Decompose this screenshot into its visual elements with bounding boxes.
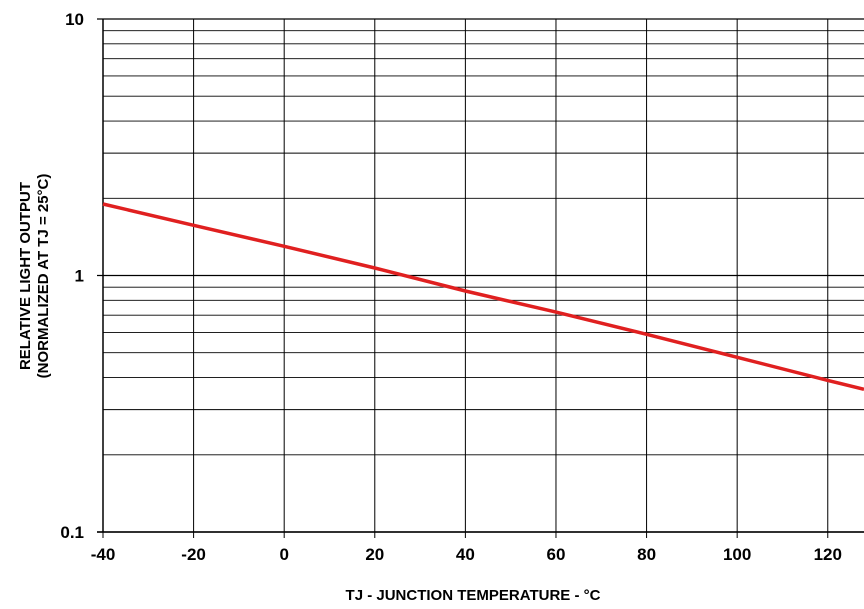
y-tick-label: 1 xyxy=(75,267,84,286)
grid xyxy=(97,18,864,538)
y-tick-label: 10 xyxy=(65,10,84,29)
x-tick-label: 80 xyxy=(637,545,656,564)
x-tick-label: -40 xyxy=(91,545,116,564)
x-tick-label: 120 xyxy=(814,545,842,564)
x-tick-labels: -40 -20 0 20 40 60 80 100 120 xyxy=(91,545,842,564)
y-axis-label-line-2: (NORMALIZED AT TJ = 25°C) xyxy=(35,174,52,379)
x-tick-label: 20 xyxy=(365,545,384,564)
y-axis-label-line-1: RELATIVE LIGHT OUTPUT xyxy=(17,182,34,370)
series-group xyxy=(102,202,864,391)
x-tick-label: 60 xyxy=(547,545,566,564)
x-tick-label: 100 xyxy=(723,545,751,564)
x-tick-label: -20 xyxy=(181,545,206,564)
y-tick-labels: 0.1 1 10 xyxy=(60,10,84,542)
x-tick-label: 40 xyxy=(456,545,475,564)
x-axis-label: TJ - JUNCTION TEMPERATURE - °C xyxy=(346,587,601,604)
series-line xyxy=(102,202,864,391)
y-tick-label: 0.1 xyxy=(60,523,84,542)
x-tick-label: 0 xyxy=(279,545,288,564)
